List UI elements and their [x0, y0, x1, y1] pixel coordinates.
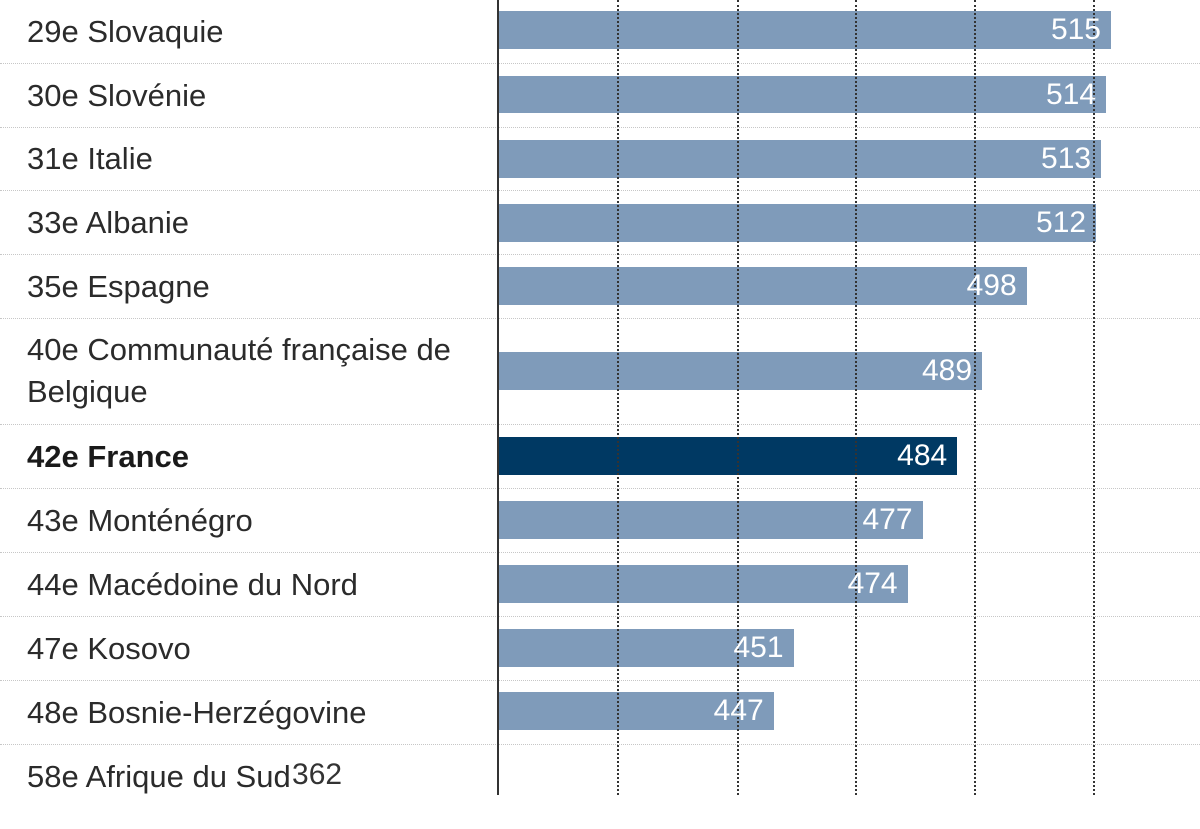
- row-separator: [0, 488, 1200, 489]
- bar: [499, 501, 923, 539]
- data-label: 474: [847, 567, 898, 600]
- category-label: 30e Slovénie: [27, 78, 207, 113]
- gridline: [737, 0, 739, 795]
- category-label: 35e Espagne: [27, 269, 210, 304]
- gridline: [974, 0, 976, 795]
- bar: [499, 692, 774, 730]
- bar: [499, 204, 1097, 242]
- bar: [499, 11, 1111, 49]
- row-separator: [0, 190, 1200, 191]
- data-label: 498: [966, 269, 1017, 302]
- category-label: 31e Italie: [27, 141, 153, 176]
- gridline: [617, 0, 619, 795]
- row-separator: [0, 680, 1200, 681]
- data-label: 489: [921, 354, 973, 387]
- bar: [499, 437, 958, 475]
- data-label: 514: [1045, 78, 1097, 111]
- category-label: 43e Monténégro: [27, 503, 253, 538]
- bar: [499, 565, 908, 603]
- y-axis-line: [497, 0, 499, 795]
- row-separator: [0, 127, 1200, 128]
- bar: [499, 629, 794, 667]
- data-label: 362: [292, 758, 343, 791]
- bar: [499, 76, 1107, 113]
- category-label: 40e Communauté française de Belgique: [27, 332, 451, 409]
- data-label: 451: [733, 631, 784, 664]
- bar: [499, 352, 983, 390]
- category-label: 29e Slovaquie: [27, 14, 224, 49]
- row-separator: [0, 616, 1200, 617]
- category-label: 44e Macédoine du Nord: [27, 567, 358, 602]
- data-label: 447: [713, 694, 764, 727]
- data-label: 513: [1041, 142, 1092, 175]
- category-label: 47e Kosovo: [27, 631, 191, 666]
- row-separator: [0, 744, 1200, 745]
- row-separator: [0, 254, 1200, 255]
- row-separator: [0, 318, 1200, 319]
- gridline: [1093, 0, 1095, 795]
- row-separator: [0, 424, 1200, 425]
- category-label: 42e France: [27, 439, 189, 474]
- category-label: 58e Afrique du Sud: [27, 759, 291, 794]
- row-separator: [0, 552, 1200, 553]
- row-separator: [0, 63, 1200, 64]
- bar: [499, 140, 1102, 178]
- bar: [499, 267, 1027, 305]
- data-label: 512: [1036, 206, 1087, 239]
- gridline: [855, 0, 857, 795]
- category-label: 48e Bosnie-Herzégovine: [27, 695, 367, 730]
- data-label: 484: [897, 439, 948, 472]
- data-label: 515: [1050, 13, 1101, 46]
- category-label: 33e Albanie: [27, 205, 190, 240]
- data-label: 477: [862, 503, 913, 536]
